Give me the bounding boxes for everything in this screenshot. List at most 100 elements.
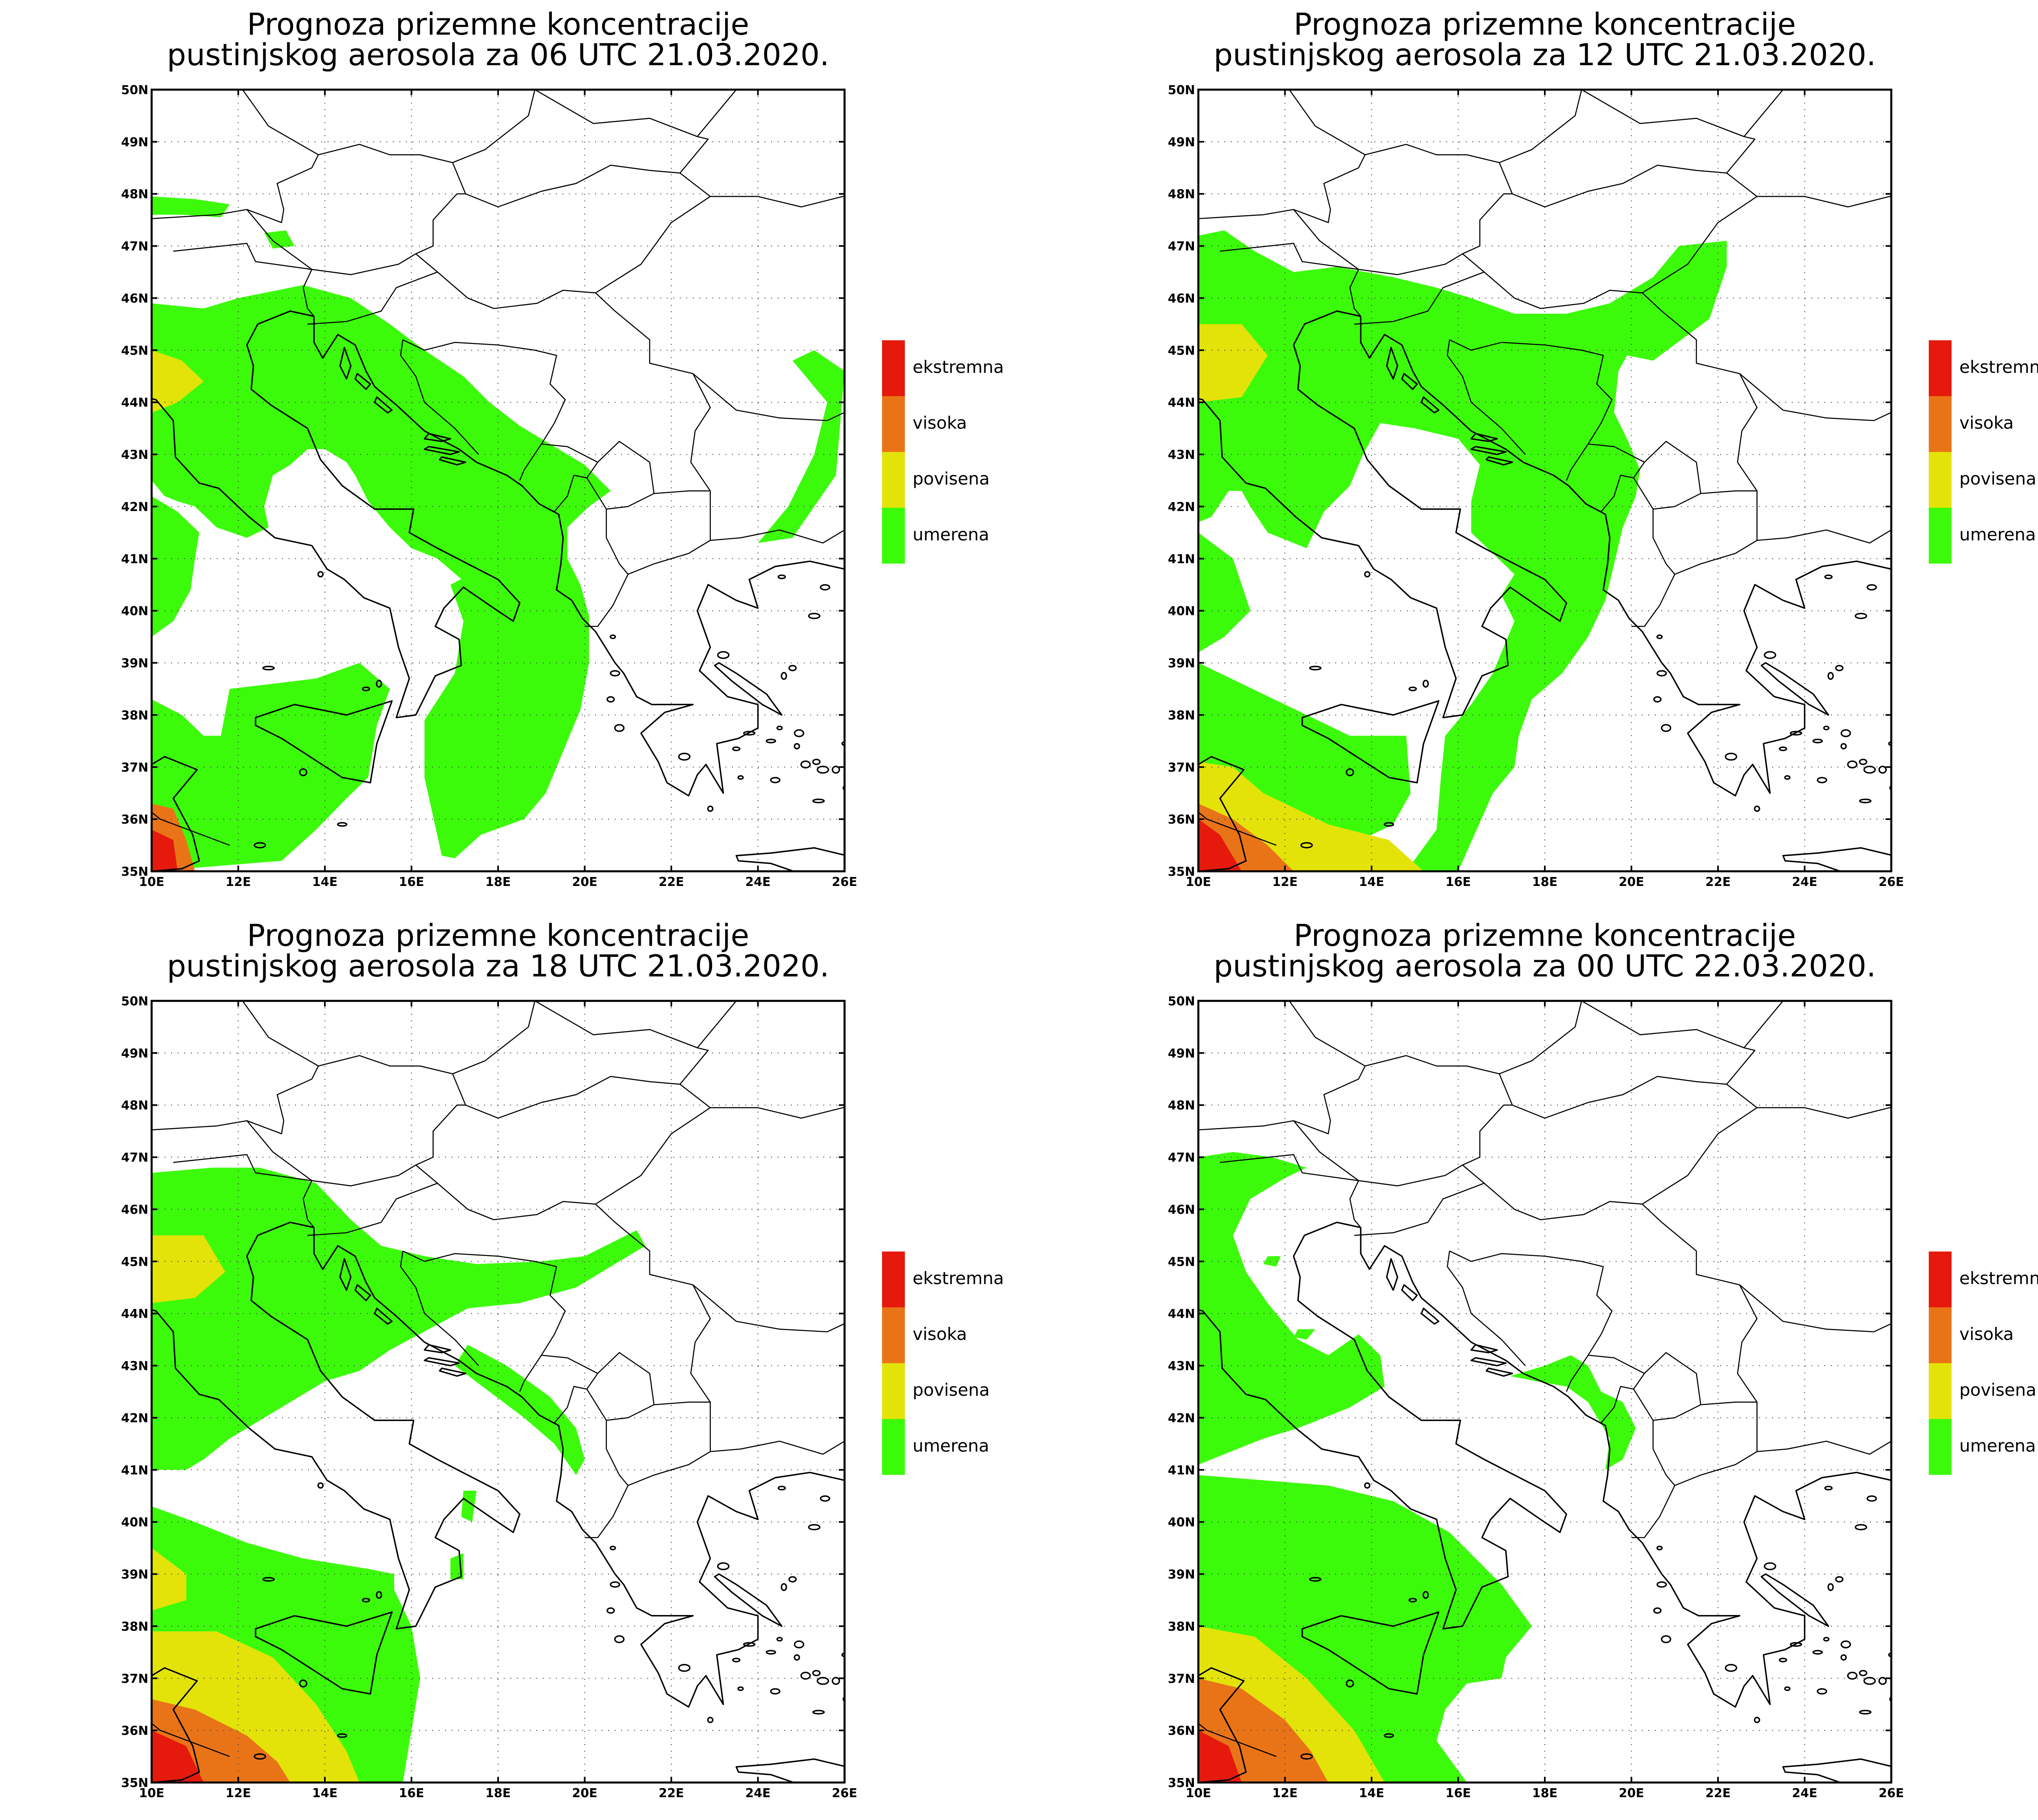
y-tick-label: 42N bbox=[121, 1411, 148, 1426]
y-tick-label: 39N bbox=[121, 657, 148, 671]
x-tick-label: 22E bbox=[1705, 1786, 1731, 1800]
y-tick-label: 47N bbox=[121, 1151, 148, 1165]
x-tick-label: 18E bbox=[1532, 875, 1557, 889]
panel-title-line1: Prognoza prizemne koncentracije bbox=[1294, 7, 1796, 42]
x-tick-label: 10E bbox=[139, 875, 164, 889]
x-tick-label: 12E bbox=[225, 1786, 251, 1800]
y-tick-label: 41N bbox=[121, 1463, 148, 1478]
y-tick-label: 48N bbox=[1168, 187, 1195, 202]
y-tick-label: 39N bbox=[1168, 657, 1195, 671]
x-tick-label: 26E bbox=[1879, 1786, 1904, 1800]
y-tick-label: 43N bbox=[121, 448, 148, 462]
x-tick-label: 22E bbox=[659, 1786, 684, 1800]
aerosol-region-umerena bbox=[1198, 532, 1251, 652]
y-tick-label: 43N bbox=[1168, 448, 1195, 462]
legend-label-visoka: visoka bbox=[1959, 413, 2014, 433]
y-tick-label: 40N bbox=[1168, 1516, 1195, 1530]
coastlines-and-borders bbox=[152, 90, 845, 871]
map-area bbox=[152, 90, 845, 871]
legend-label-visoka: visoka bbox=[913, 413, 967, 433]
legend-swatch-visoka bbox=[1929, 1307, 1952, 1363]
y-tick-label: 41N bbox=[1168, 552, 1195, 566]
legend-label-ekstremna: ekstremna bbox=[1959, 1268, 2038, 1288]
y-tick-label: 46N bbox=[1168, 1203, 1195, 1217]
forecast-panel-1: Prognoza prizemne koncentracijepustinjsk… bbox=[121, 7, 1004, 889]
y-tick-label: 50N bbox=[121, 83, 148, 97]
x-tick-label: 26E bbox=[832, 875, 857, 889]
legend-label-umerena: umerena bbox=[1959, 1436, 2036, 1456]
y-tick-label: 44N bbox=[1168, 396, 1195, 410]
y-tick-label: 46N bbox=[121, 1203, 148, 1217]
y-tick-label: 35N bbox=[121, 865, 148, 879]
aerosol-region-povisena bbox=[152, 1235, 225, 1303]
panel-title-line2: pustinjskog aerosola za 00 UTC 22.03.202… bbox=[1213, 949, 1876, 984]
aerosol-region-umerena bbox=[461, 1490, 476, 1522]
legend-swatch-povisena bbox=[1929, 452, 1952, 508]
x-tick-label: 16E bbox=[399, 1786, 424, 1800]
legend-label-ekstremna: ekstremna bbox=[1959, 357, 2038, 377]
x-tick-label: 10E bbox=[139, 1786, 164, 1800]
legend-swatch-visoka bbox=[882, 396, 905, 452]
coastlines-and-borders bbox=[152, 1001, 845, 1783]
y-tick-label: 40N bbox=[121, 1516, 148, 1530]
aerosol-region-umerena bbox=[1293, 1329, 1315, 1340]
y-tick-label: 47N bbox=[1168, 240, 1195, 254]
y-tick-label: 39N bbox=[121, 1568, 148, 1582]
y-tick-label: 44N bbox=[1168, 1307, 1195, 1321]
x-tick-label: 24E bbox=[745, 875, 770, 889]
y-tick-label: 46N bbox=[121, 291, 148, 306]
legend-label-povisena: povisena bbox=[1959, 469, 2036, 489]
y-tick-label: 41N bbox=[121, 552, 148, 566]
y-tick-label: 42N bbox=[1168, 500, 1195, 514]
aerosol-region-umerena bbox=[264, 230, 295, 249]
y-tick-label: 36N bbox=[121, 1724, 148, 1738]
legend-label-povisena: povisena bbox=[1959, 1380, 2036, 1400]
y-tick-label: 43N bbox=[1168, 1359, 1195, 1373]
y-tick-label: 48N bbox=[1168, 1099, 1195, 1113]
legend: ekstremna visoka povisena umerena bbox=[882, 1252, 1004, 1475]
x-tick-label: 16E bbox=[1445, 875, 1471, 889]
italy-coastline bbox=[152, 310, 521, 718]
legend-swatch-povisena bbox=[882, 1363, 905, 1419]
x-tick-label: 24E bbox=[745, 1786, 770, 1800]
legend-swatch-umerena bbox=[1929, 508, 1952, 564]
aerosol-region-umerena bbox=[1198, 1152, 1385, 1465]
x-tick-label: 10E bbox=[1186, 875, 1211, 889]
y-tick-label: 41N bbox=[1168, 1463, 1195, 1478]
forecast-panel-4: Prognoza prizemne koncentracijepustinjsk… bbox=[1168, 918, 2038, 1800]
legend-swatch-povisena bbox=[882, 452, 905, 508]
y-tick-label: 49N bbox=[1168, 135, 1195, 150]
aerosol-region-umerena bbox=[152, 285, 611, 858]
x-tick-label: 20E bbox=[1619, 1786, 1644, 1800]
x-tick-label: 16E bbox=[1445, 1786, 1471, 1800]
legend-label-umerena: umerena bbox=[913, 1436, 989, 1456]
x-tick-label: 12E bbox=[225, 875, 251, 889]
y-tick-label: 37N bbox=[1168, 1672, 1195, 1686]
aerosol-region-povisena bbox=[1198, 324, 1268, 403]
axis-ticks: 10E 12E 14E 16E 18E 20E 22E 24E 26E 35N 36N 37N 38N 3… bbox=[121, 83, 857, 889]
legend-swatch-ekstremna bbox=[882, 340, 905, 396]
x-tick-label: 14E bbox=[312, 875, 337, 889]
y-tick-label: 40N bbox=[1168, 604, 1195, 619]
x-tick-label: 14E bbox=[1359, 1786, 1384, 1800]
aerosol-region-umerena bbox=[758, 350, 845, 543]
legend-label-ekstremna: ekstremna bbox=[913, 1268, 1004, 1288]
y-tick-label: 46N bbox=[1168, 291, 1195, 306]
x-tick-label: 18E bbox=[485, 875, 511, 889]
aerosol-region-ekstremna bbox=[152, 1730, 204, 1783]
legend-label-povisena: povisena bbox=[913, 469, 990, 489]
y-tick-label: 35N bbox=[1168, 865, 1195, 879]
aerosol-region-ekstremna bbox=[1198, 1730, 1242, 1783]
y-tick-label: 50N bbox=[1168, 994, 1195, 1009]
legend-swatch-visoka bbox=[882, 1307, 905, 1363]
y-tick-label: 36N bbox=[1168, 1724, 1195, 1738]
x-tick-label: 10E bbox=[1186, 1786, 1211, 1800]
legend-label-visoka: visoka bbox=[1959, 1324, 2014, 1344]
legend-swatch-umerena bbox=[882, 508, 905, 564]
y-tick-label: 47N bbox=[121, 240, 148, 254]
x-tick-label: 12E bbox=[1272, 1786, 1297, 1800]
axis-ticks: 10E 12E 14E 16E 18E 20E 22E 24E 26E 35N 36N 37N 38N 3… bbox=[1168, 994, 1904, 1800]
panel-title-line2: pustinjskog aerosola za 12 UTC 21.03.202… bbox=[1213, 37, 1876, 73]
x-tick-label: 26E bbox=[1879, 875, 1904, 889]
y-tick-label: 49N bbox=[121, 1047, 148, 1061]
